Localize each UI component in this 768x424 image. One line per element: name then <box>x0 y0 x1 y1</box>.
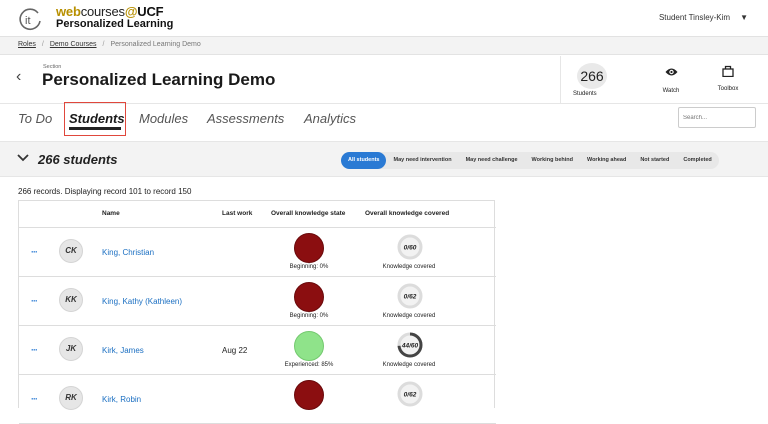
toolbox-icon <box>722 65 734 78</box>
section-label: Section <box>43 64 62 70</box>
filter-group: All students May need intervention May n… <box>341 152 719 169</box>
knowledge-covered-ring: 44/60 <box>397 332 423 358</box>
knowledge-covered-progress <box>397 332 423 358</box>
knowledge-covered-ring: 0/62 <box>397 283 423 309</box>
breadcrumb-roles[interactable]: Roles <box>18 41 36 48</box>
filter-completed[interactable]: Completed <box>683 157 712 163</box>
knowledge-covered-ring: 0/62 <box>397 381 423 407</box>
row-actions-icon[interactable]: ··· <box>31 296 38 306</box>
active-tab-underline <box>69 127 121 130</box>
filter-not-started[interactable]: Not started <box>640 157 670 163</box>
knowledge-covered-value: 0/60 <box>404 245 417 252</box>
col-knowledge-state[interactable]: Overall knowledge state <box>271 210 346 217</box>
user-menu[interactable]: Student Tinsley-Kim ▼ <box>659 13 748 22</box>
knowledge-state-indicator <box>294 331 324 361</box>
knowledge-covered-label: Knowledge covered <box>382 313 436 319</box>
avatar: JK <box>59 337 83 361</box>
knowledge-state-label: Beginning: 0% <box>289 313 329 319</box>
tab-students[interactable]: Students <box>69 111 125 126</box>
filter-working-ahead[interactable]: Working ahead <box>586 157 627 163</box>
students-count-title: 266 students <box>38 152 118 167</box>
knowledge-state-label: Experienced: 85% <box>284 362 334 368</box>
tab-bar: To Do Students Modules Assessments Analy… <box>0 105 768 140</box>
eye-icon <box>665 68 677 76</box>
highlight-box <box>64 102 126 136</box>
tab-assessments[interactable]: Assessments <box>207 111 285 126</box>
table-row[interactable]: ··· JK Kirk, James Aug 22 Experienced: 85% 44… <box>19 326 496 375</box>
filter-may-need-challenge[interactable]: May need challenge <box>465 157 518 163</box>
breadcrumb-demo-courses[interactable]: Demo Courses <box>49 41 97 48</box>
row-actions-icon[interactable]: ··· <box>31 394 38 404</box>
student-name-link[interactable]: Kirk, James <box>102 346 144 355</box>
breadcrumb-current: Personalized Learning Demo <box>110 41 201 48</box>
knowledge-covered-value: 0/62 <box>404 294 417 301</box>
page-header: ‹ Section Personalized Learning Demo 266… <box>0 56 768 104</box>
student-name-link[interactable]: King, Kathy (Kathleen) <box>102 297 183 306</box>
table-row[interactable]: ··· CK King, Christian Beginning: 0% 0/60 Kno… <box>19 228 496 277</box>
tab-to-do[interactable]: To Do <box>18 111 53 126</box>
back-chevron-icon[interactable]: ‹ <box>16 68 22 85</box>
tab-analytics[interactable]: Analytics <box>304 111 357 126</box>
row-actions-icon[interactable]: ··· <box>31 247 38 257</box>
knowledge-state-label: Beginning: 0% <box>289 264 329 270</box>
students-label: Students <box>573 91 597 97</box>
knowledge-state-indicator <box>294 380 324 410</box>
records-summary: 266 records. Displaying record 101 to re… <box>18 187 192 196</box>
col-knowledge-covered[interactable]: Overall knowledge covered <box>365 210 450 217</box>
filter-working-behind[interactable]: Working behind <box>531 157 573 163</box>
students-bar: 266 students All students May need inter… <box>0 141 768 177</box>
table-header: Name Last work Overall knowledge state O… <box>19 201 496 228</box>
breadcrumb: Roles / Demo Courses / Personalized Learning… <box>0 37 768 55</box>
brand-logo[interactable]: webcourses@UCF Personalized Learning <box>56 4 174 30</box>
toolbox-button[interactable]: Toolbox <box>708 64 748 92</box>
caret-down-icon: ▼ <box>740 13 748 22</box>
page-title: Personalized Learning Demo <box>42 70 276 89</box>
table-row[interactable]: ··· KK King, Kathy (Kathleen) Beginning: 0%… <box>19 277 496 326</box>
knowledge-state-indicator <box>294 282 324 312</box>
knowledge-state-indicator <box>294 233 324 263</box>
knowledge-covered-value: 44/60 <box>401 343 419 350</box>
svg-text:it: it <box>25 15 31 27</box>
row-actions-icon[interactable]: ··· <box>31 345 38 355</box>
it-logo-icon[interactable]: it <box>18 7 42 31</box>
search-input[interactable] <box>678 107 756 128</box>
knowledge-covered-ring: 0/60 <box>397 234 423 260</box>
toolbox-label: Toolbox <box>717 86 739 92</box>
filter-may-need-intervention[interactable]: May need intervention <box>393 157 452 163</box>
filter-all-students[interactable]: All students <box>341 152 387 169</box>
student-name-link[interactable]: Kirk, Robin <box>102 395 142 404</box>
knowledge-covered-label: Knowledge covered <box>382 362 436 368</box>
watch-label: Watch <box>662 88 680 94</box>
chevron-down-icon[interactable] <box>17 151 29 165</box>
students-count[interactable]: 266 <box>577 63 607 89</box>
user-name: Student Tinsley-Kim <box>658 13 731 22</box>
avatar: RK <box>59 386 83 410</box>
last-work: Aug 22 <box>222 346 248 355</box>
watch-button[interactable]: Watch <box>651 64 691 94</box>
avatar: KK <box>59 288 83 312</box>
students-table: Name Last work Overall knowledge state O… <box>18 200 496 424</box>
top-bar: it webcourses@UCF Personalized Learning … <box>0 0 768 37</box>
avatar: CK <box>59 239 83 263</box>
tab-modules[interactable]: Modules <box>139 111 189 126</box>
col-last-work[interactable]: Last work <box>222 210 253 217</box>
student-name-link[interactable]: King, Christian <box>102 248 155 257</box>
header-stats: 266 Students Watch Toolbox <box>560 56 768 104</box>
knowledge-covered-value: 0/62 <box>404 392 417 399</box>
brand-subtitle: Personalized Learning <box>56 18 174 30</box>
col-name[interactable]: Name <box>102 210 120 217</box>
knowledge-covered-label: Knowledge covered <box>382 264 436 270</box>
table-row[interactable]: ··· RK Kirk, Robin 0/62 <box>19 375 496 424</box>
